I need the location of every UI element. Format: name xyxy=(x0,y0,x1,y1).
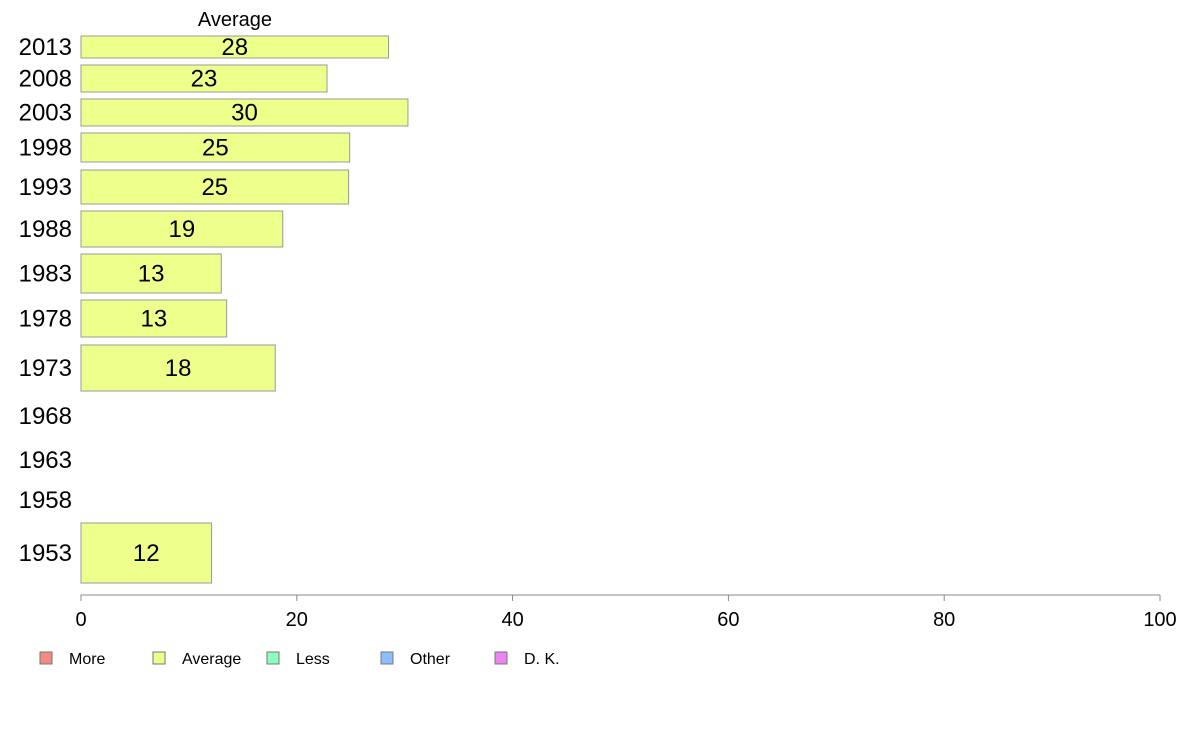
bar xyxy=(80,132,351,163)
data-label: 13 xyxy=(140,306,167,333)
category-label: 1988 xyxy=(19,216,72,243)
legend-swatch xyxy=(266,651,280,665)
category-label: 1983 xyxy=(19,261,72,288)
data-label: 25 xyxy=(201,174,228,201)
category-label: 1978 xyxy=(19,306,72,333)
category-label: 1953 xyxy=(19,540,72,567)
category-label: 1973 xyxy=(19,355,72,382)
category-label: 1998 xyxy=(19,135,72,162)
legend: More Average Less Other D. K. xyxy=(39,651,560,668)
x-tick-label: 0 xyxy=(75,609,86,631)
legend-label: Other xyxy=(410,651,451,668)
bar xyxy=(80,299,228,338)
column-title: Average xyxy=(198,9,272,31)
data-label: 19 xyxy=(169,216,196,243)
x-tick-label: 80 xyxy=(933,609,955,631)
bar xyxy=(80,64,328,93)
legend-swatch xyxy=(152,651,166,665)
legend-swatch xyxy=(380,651,394,665)
x-axis: 0 20 40 60 80 100 xyxy=(75,594,1177,631)
category-label: 2013 xyxy=(19,34,72,61)
x-tick-label: 60 xyxy=(717,609,739,631)
legend-label: Average xyxy=(182,651,241,668)
legend-swatch xyxy=(39,651,53,665)
category-label: 2003 xyxy=(19,100,72,127)
data-label: 13 xyxy=(138,261,165,288)
bar xyxy=(80,210,284,248)
category-label: 1993 xyxy=(19,174,72,201)
bar xyxy=(80,169,350,205)
x-tick-label: 100 xyxy=(1143,609,1176,631)
legend-label: More xyxy=(69,651,106,668)
data-label: 23 xyxy=(191,66,218,93)
legend-label: D. K. xyxy=(524,651,560,668)
x-tick-label: 40 xyxy=(501,609,523,631)
bars-group: 2013 28 2008 23 2003 30 1998 25 1993 25 1988 19 1983… xyxy=(19,34,409,584)
bar xyxy=(80,344,276,392)
bar xyxy=(80,253,222,294)
data-label: 12 xyxy=(133,540,160,567)
data-label: 25 xyxy=(202,135,229,162)
legend-swatch xyxy=(494,651,508,665)
category-label: 1958 xyxy=(19,487,72,514)
data-label: 30 xyxy=(231,100,258,127)
bar xyxy=(80,98,409,127)
category-label: 1963 xyxy=(19,447,72,474)
bar xyxy=(80,35,390,59)
legend-label: Less xyxy=(296,651,330,668)
category-label: 2008 xyxy=(19,66,72,93)
data-label: 28 xyxy=(221,34,248,61)
category-label: 1968 xyxy=(19,403,72,430)
data-label: 18 xyxy=(165,355,192,382)
bar xyxy=(80,522,213,584)
x-tick-label: 20 xyxy=(286,609,308,631)
